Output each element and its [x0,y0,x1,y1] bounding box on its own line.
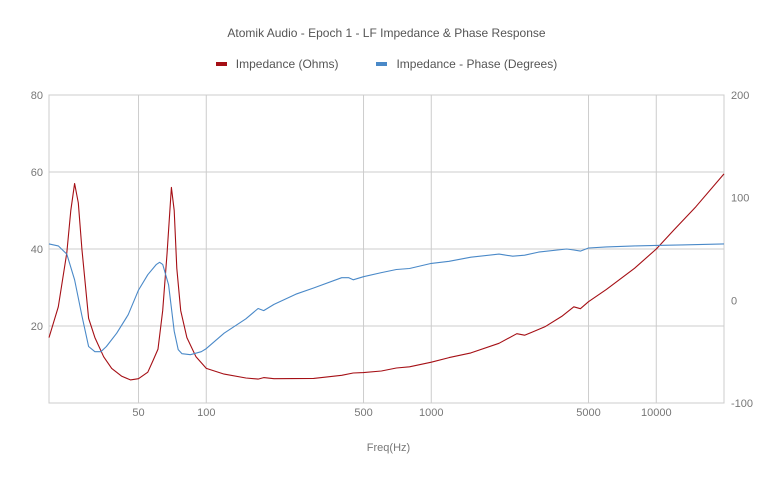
x-tick-label: 1000 [419,407,443,419]
x-tick-label: 50 [132,407,144,419]
y-right-tick-label: 0 [731,295,737,307]
y-right-tick-label: 200 [731,90,749,102]
legend-label-impedance: Impedance (Ohms) [235,57,339,71]
chart-legend: Impedance (Ohms) Impedance - Phase (Degr… [0,57,773,71]
x-tick-label: 5000 [576,407,600,419]
legend-item-phase[interactable]: Impedance - Phase (Degrees) [376,57,557,71]
y-left-tick-label: 60 [31,167,43,179]
legend-item-impedance[interactable]: Impedance (Ohms) [215,57,339,71]
x-tick-label: 10000 [641,407,672,419]
y-left-tick-label: 40 [31,244,43,256]
legend-swatch-phase [376,62,388,66]
chart-title: Atomik Audio - Epoch 1 - LF Impedance & … [227,26,546,40]
y-right-tick-label: -100 [731,398,753,410]
y-right-tick-label: 100 [731,193,749,205]
x-tick-label: 100 [197,407,215,419]
legend-swatch-impedance [215,62,227,66]
phase-line [48,243,725,356]
y-left-tick-label: 20 [31,321,43,333]
x-axis-title: Freq(Hz) [367,442,410,454]
impedance-line [48,173,725,381]
y-left-tick-label: 80 [31,90,43,102]
x-tick-label: 500 [354,407,372,419]
legend-label-phase: Impedance - Phase (Degrees) [396,57,558,71]
